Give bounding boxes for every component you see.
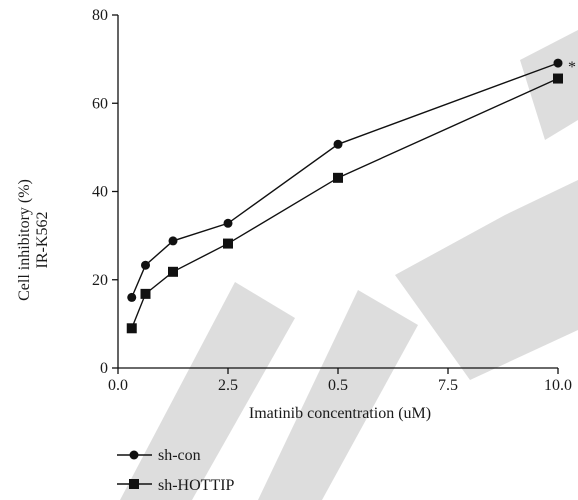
series-line (131, 62, 559, 298)
x-tick-label: 2.5 (218, 377, 238, 394)
data-point (126, 323, 137, 334)
x-tick-label: 10.0 (544, 377, 572, 394)
annotation-asterisk: * (568, 59, 576, 76)
data-point (553, 58, 563, 68)
axes: 0.0 2.5 0.5 7.5 10.0 0 20 40 60 80 (92, 7, 572, 394)
series-layer (126, 58, 563, 334)
data-point (141, 260, 150, 270)
x-tick-label: 0.0 (108, 377, 128, 394)
y-tick-label: 0 (100, 360, 108, 377)
data-point (333, 139, 343, 149)
legend-marker-square (129, 479, 139, 489)
data-point (553, 73, 563, 84)
watermark (120, 30, 578, 500)
legend-marker-circle (129, 450, 139, 460)
y-tick-label: 20 (92, 272, 108, 289)
y-tick-label: 80 (92, 7, 108, 24)
series-line (131, 77, 559, 329)
y-axis-title: Cell inhibitory (%) IR-K562 (16, 179, 51, 301)
y-tick-label: 40 (92, 184, 108, 201)
x-axis-title: Imatinib concentration (uM) (249, 405, 431, 422)
x-tick-label: 0.5 (328, 377, 348, 394)
legend-label-sh-hottip: sh-HOTTIP (158, 477, 235, 494)
data-point (223, 218, 233, 228)
series-sh-con (127, 58, 563, 302)
data-point (168, 266, 178, 277)
data-point (140, 288, 151, 299)
y-axis-title-line-1: Cell inhibitory (%) (16, 179, 33, 301)
legend-entry-sh-con: sh-con (117, 447, 201, 464)
series-sh-hottip (126, 73, 563, 334)
data-point (168, 236, 178, 246)
legend: sh-con sh-HOTTIP (117, 447, 235, 494)
x-tick-label: 7.5 (438, 377, 458, 394)
legend-entry-sh-hottip: sh-HOTTIP (117, 477, 235, 494)
data-point (333, 172, 343, 183)
legend-label-sh-con: sh-con (158, 447, 201, 464)
data-point (223, 238, 233, 249)
data-point (127, 292, 137, 302)
y-tick-label: 60 (92, 95, 108, 112)
y-axis-title-line-2: IR-K562 (34, 212, 51, 269)
